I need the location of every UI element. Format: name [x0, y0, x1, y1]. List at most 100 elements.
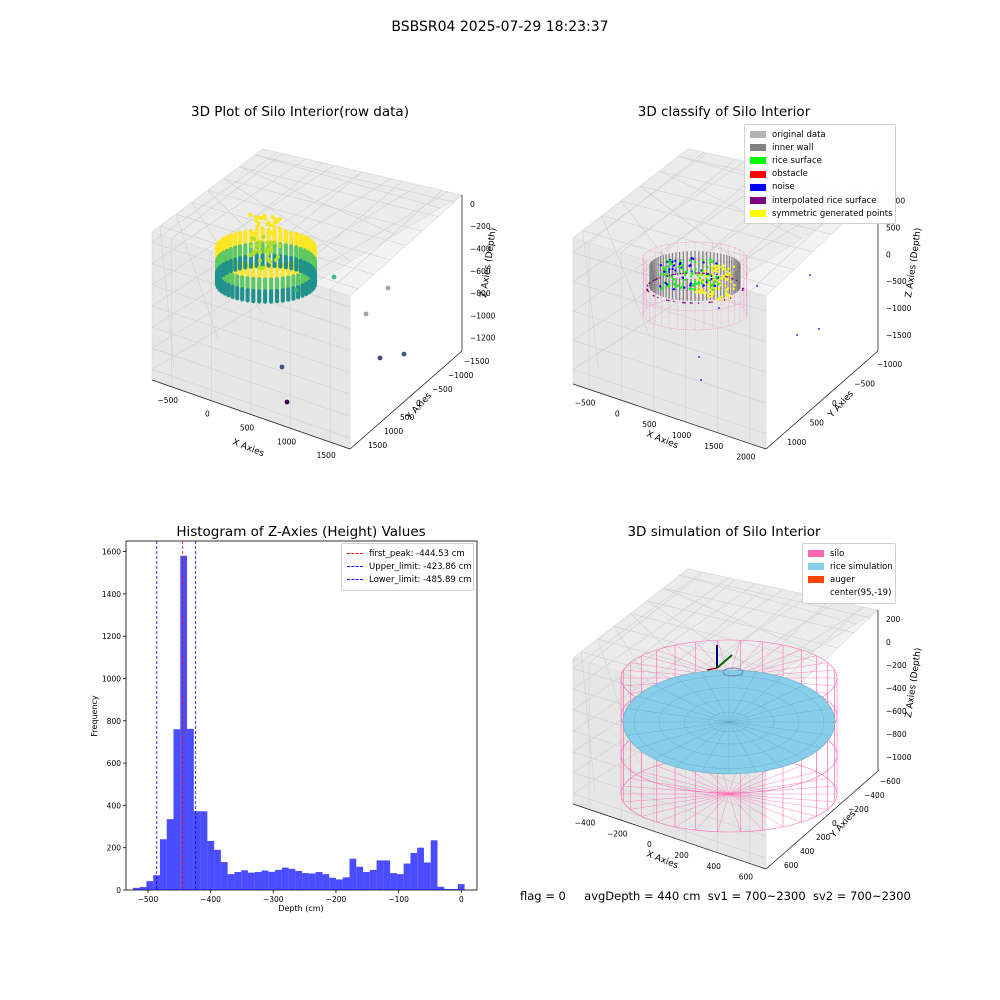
- interpolated-point: [656, 278, 658, 280]
- histogram-bar: [160, 839, 167, 890]
- symmetric-point: [705, 275, 707, 277]
- y-tick-label: 200: [816, 833, 831, 842]
- data-point: [264, 247, 268, 251]
- data-point: [296, 295, 300, 299]
- rice-surface-point: [673, 264, 675, 266]
- data-point: [281, 299, 285, 303]
- symmetric-point: [732, 288, 734, 290]
- histogram-bar: [241, 870, 248, 890]
- symmetric-point: [726, 273, 728, 275]
- histogram-bar: [187, 729, 194, 890]
- rice-surface-point: [690, 288, 692, 290]
- data-point: [246, 298, 250, 302]
- x-tick-label: −300: [263, 895, 284, 904]
- data-point: [260, 226, 264, 230]
- z-tick-label: 0: [470, 200, 475, 209]
- data-point: [249, 265, 253, 269]
- symmetric-point: [722, 267, 724, 269]
- histogram-bar: [363, 872, 370, 890]
- rice-surface-point: [689, 264, 691, 266]
- x-tick-label: 1000: [672, 431, 691, 440]
- flag-text: flag = 0: [520, 889, 566, 903]
- symmetric-point: [711, 294, 713, 296]
- data-point: [263, 216, 267, 220]
- histogram-bar: [383, 860, 390, 890]
- legend-label: obstacle: [772, 169, 808, 179]
- rice-surface-point: [702, 259, 704, 261]
- legend-item: inner wall: [750, 141, 890, 154]
- rice-surface-point: [677, 285, 679, 287]
- x-tick-label: 0: [205, 410, 210, 419]
- z-tick-label: −1000: [470, 311, 496, 320]
- rice-surface-point: [692, 285, 694, 287]
- data-point: [250, 244, 254, 248]
- legend-swatch: [750, 197, 766, 204]
- legend-label: Upper_limit: -423.86 cm: [369, 562, 472, 572]
- title-simulation: 3D simulation of Silo Interior: [627, 524, 821, 540]
- symmetric-point: [698, 286, 700, 288]
- symmetric-point: [722, 265, 724, 267]
- rice-surface-point: [702, 261, 704, 263]
- histogram-bar: [390, 873, 397, 890]
- data-point: [272, 264, 276, 268]
- rice-surface-point: [675, 281, 677, 283]
- data-point: [268, 260, 272, 264]
- rice-surface-point: [660, 264, 662, 266]
- y-tick-label: 1200: [102, 632, 121, 641]
- zlabel-raw-data: Z Axies (Depth): [479, 227, 499, 298]
- data-point: [269, 300, 273, 304]
- rice-surface-point: [695, 268, 697, 270]
- legend-item: Upper_limit: -423.86 cm: [347, 560, 468, 573]
- ylabel-histogram: Frequency: [90, 695, 99, 737]
- data-point: [233, 268, 237, 272]
- interpolated-point: [742, 289, 744, 291]
- rice-surface-point: [665, 259, 667, 261]
- data-point: [278, 264, 282, 268]
- data-point: [226, 293, 230, 297]
- x-tick-label: −500: [157, 396, 178, 405]
- rice-surface-point: [673, 288, 675, 290]
- symmetric-point: [724, 285, 726, 287]
- data-point: [231, 295, 235, 299]
- legend-label: silo: [830, 549, 844, 559]
- footer-spacer: [566, 889, 584, 903]
- histogram-bar: [167, 819, 174, 890]
- data-point: [258, 259, 262, 263]
- legend-item: rice surface: [750, 154, 890, 167]
- symmetric-point: [711, 273, 713, 275]
- data-point: [258, 250, 262, 254]
- sv1-text: sv1 = 700~2300: [708, 889, 806, 903]
- z-tick-label: −200: [886, 661, 907, 670]
- histogram-bar: [316, 872, 323, 890]
- interpolated-point: [654, 279, 656, 281]
- rice-surface-point: [693, 288, 695, 290]
- data-point: [304, 292, 308, 296]
- symmetric-point: [700, 279, 702, 281]
- legend-label: auger: [830, 575, 855, 585]
- interpolated-point: [724, 299, 726, 301]
- rice-surface-point: [671, 275, 673, 277]
- legend-line: [347, 553, 363, 554]
- legend-item: Lower_limit: -485.89 cm: [347, 573, 468, 586]
- rice-surface-point: [668, 268, 670, 270]
- data-point: [255, 228, 259, 232]
- symmetric-point: [725, 270, 727, 272]
- rice-surface-point: [694, 280, 696, 282]
- z-tick-label: 0: [886, 250, 891, 259]
- interpolated-point: [669, 275, 671, 277]
- symmetric-point: [702, 281, 704, 283]
- rice-surface-point: [684, 279, 686, 281]
- y-tick-label: 600: [784, 861, 799, 870]
- data-point: [225, 271, 229, 275]
- rice-surface-point: [674, 286, 676, 288]
- x-tick-label: 200: [674, 851, 689, 860]
- symmetric-point: [699, 274, 701, 276]
- symmetric-point: [727, 267, 729, 269]
- data-point: [262, 235, 266, 239]
- symmetric-point: [725, 293, 727, 295]
- interpolated-point: [649, 283, 651, 285]
- data-point: [278, 226, 282, 230]
- rice-surface-point: [689, 259, 691, 261]
- histogram-bar: [275, 870, 282, 890]
- y-tick-label: −500: [854, 379, 875, 388]
